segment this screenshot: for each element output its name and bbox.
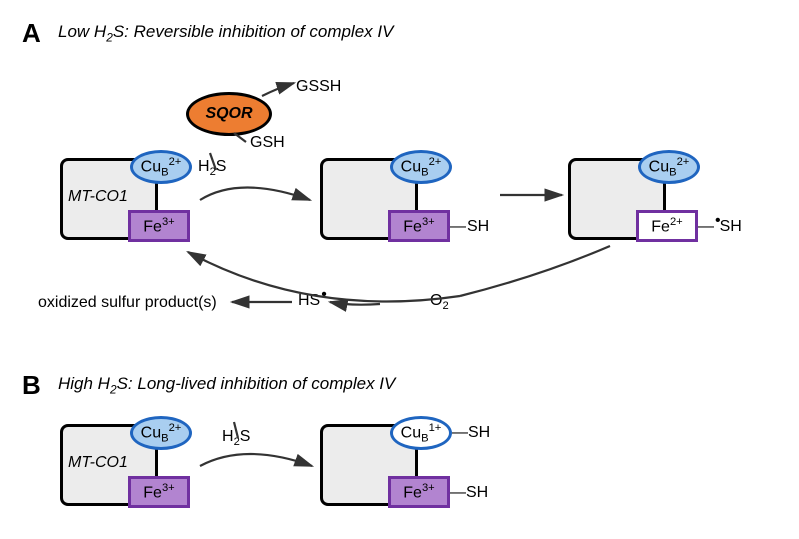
cu-oval-b2: CuB1+ <box>390 416 452 450</box>
cu-oval-b1: CuB2+ <box>130 416 192 450</box>
fe-label-b2: Fe3+ <box>403 482 434 502</box>
mtco1-b1: MT-CO1 <box>68 454 128 472</box>
sqor-oval: SQOR <box>186 92 272 136</box>
sh-bond-b2-fe: —SH <box>450 484 488 502</box>
h2s-a: H2S <box>198 158 226 178</box>
fe-label-a3: Fe2+ <box>651 216 682 236</box>
panel-a-title: Low H2S: Reversible inhibition of comple… <box>58 22 393 44</box>
o2-label: O2 <box>430 292 449 312</box>
fe-box-b1: Fe3+ <box>128 476 190 508</box>
fe-label-a1: Fe3+ <box>143 216 174 236</box>
fe-label-a2: Fe3+ <box>403 216 434 236</box>
cu-label-a2: CuB2+ <box>401 156 442 179</box>
h2s-b: H2S <box>222 428 250 448</box>
sh-bond-a2: —SH <box>450 218 489 236</box>
cu-oval-a2: CuB2+ <box>390 150 452 184</box>
gssh-label: GSSH <box>296 78 341 96</box>
fe-label-b1: Fe3+ <box>143 482 174 502</box>
cu-oval-a3: CuB2+ <box>638 150 700 184</box>
hs-radical: HS• <box>298 292 326 310</box>
cu-label-a1: CuB2+ <box>141 156 182 179</box>
fe-box-b2: Fe3+ <box>388 476 450 508</box>
fe-box-a3: Fe2+ <box>636 210 698 242</box>
cu-label-b2: CuB1+ <box>401 422 442 445</box>
cu-label-a3: CuB2+ <box>649 156 690 179</box>
fe-box-a2: Fe3+ <box>388 210 450 242</box>
oxidized-label: oxidized sulfur product(s) <box>38 294 217 312</box>
panel-b-title: High H2S: Long-lived inhibition of compl… <box>58 374 395 396</box>
cu-oval-a1: CuB2+ <box>130 150 192 184</box>
fe-box-a1: Fe3+ <box>128 210 190 242</box>
gsh-label: GSH <box>250 134 285 152</box>
sh-bond-b2-cu: —SH <box>452 424 490 442</box>
sqor-label: SQOR <box>205 105 252 123</box>
diagram-canvas: A Low H2S: Reversible inhibition of comp… <box>0 0 799 539</box>
sh-radical-a3: —•SH <box>698 218 742 236</box>
panel-b-letter: B <box>22 370 41 401</box>
panel-a-letter: A <box>22 18 41 49</box>
cu-label-b1: CuB2+ <box>141 422 182 445</box>
mtco1-a1: MT-CO1 <box>68 188 128 206</box>
